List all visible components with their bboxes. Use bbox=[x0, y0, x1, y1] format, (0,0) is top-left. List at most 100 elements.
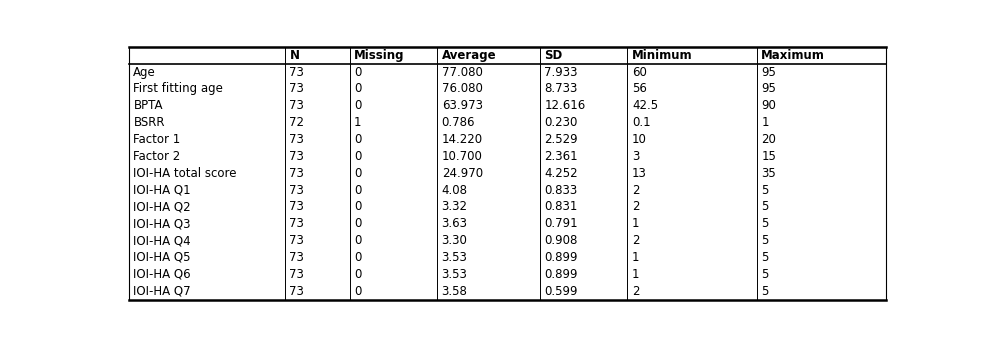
Text: 2: 2 bbox=[631, 183, 639, 196]
Text: 12.616: 12.616 bbox=[544, 99, 585, 112]
Text: BSRR: BSRR bbox=[134, 116, 165, 129]
Text: IOI-HA Q1: IOI-HA Q1 bbox=[134, 183, 191, 196]
Text: 73: 73 bbox=[290, 150, 304, 163]
Text: 3.58: 3.58 bbox=[442, 285, 467, 297]
Text: IOI-HA Q3: IOI-HA Q3 bbox=[134, 217, 191, 230]
Text: 3.63: 3.63 bbox=[442, 217, 467, 230]
Text: 5: 5 bbox=[761, 234, 769, 247]
Text: 42.5: 42.5 bbox=[631, 99, 658, 112]
Text: 7.933: 7.933 bbox=[544, 65, 577, 79]
Text: 0.599: 0.599 bbox=[544, 285, 577, 297]
Text: 0.1: 0.1 bbox=[631, 116, 650, 129]
Text: 5: 5 bbox=[761, 183, 769, 196]
Text: IOI-HA Q2: IOI-HA Q2 bbox=[134, 200, 191, 214]
Text: 13: 13 bbox=[631, 167, 647, 180]
Text: 10.700: 10.700 bbox=[442, 150, 482, 163]
Text: 73: 73 bbox=[290, 217, 304, 230]
Text: 3.53: 3.53 bbox=[442, 268, 467, 281]
Text: 15: 15 bbox=[761, 150, 776, 163]
Text: 90: 90 bbox=[761, 99, 776, 112]
Text: 2: 2 bbox=[631, 285, 639, 297]
Text: IOI-HA total score: IOI-HA total score bbox=[134, 167, 237, 180]
Text: SD: SD bbox=[544, 49, 563, 62]
Text: 14.220: 14.220 bbox=[442, 133, 483, 146]
Text: 0.230: 0.230 bbox=[544, 116, 577, 129]
Text: 2: 2 bbox=[631, 234, 639, 247]
Text: Age: Age bbox=[134, 65, 156, 79]
Text: Minimum: Minimum bbox=[631, 49, 692, 62]
Text: 4.08: 4.08 bbox=[442, 183, 467, 196]
Text: 10: 10 bbox=[631, 133, 647, 146]
Text: 2.361: 2.361 bbox=[544, 150, 578, 163]
Text: 95: 95 bbox=[761, 65, 776, 79]
Text: 2: 2 bbox=[631, 200, 639, 214]
Text: First fitting age: First fitting age bbox=[134, 83, 223, 96]
Text: 0: 0 bbox=[355, 83, 361, 96]
Text: 35: 35 bbox=[761, 167, 776, 180]
Text: 0: 0 bbox=[355, 251, 361, 264]
Text: Factor 2: Factor 2 bbox=[134, 150, 181, 163]
Text: 0.791: 0.791 bbox=[544, 217, 578, 230]
Text: 73: 73 bbox=[290, 65, 304, 79]
Text: 0.908: 0.908 bbox=[544, 234, 577, 247]
Text: 63.973: 63.973 bbox=[442, 99, 482, 112]
Text: 5: 5 bbox=[761, 251, 769, 264]
Text: 76.080: 76.080 bbox=[442, 83, 482, 96]
Text: 73: 73 bbox=[290, 99, 304, 112]
Text: 0: 0 bbox=[355, 183, 361, 196]
Text: 3.32: 3.32 bbox=[442, 200, 467, 214]
Text: 77.080: 77.080 bbox=[442, 65, 482, 79]
Text: 1: 1 bbox=[631, 217, 639, 230]
Text: 0: 0 bbox=[355, 285, 361, 297]
Text: 73: 73 bbox=[290, 167, 304, 180]
Text: 73: 73 bbox=[290, 183, 304, 196]
Text: 5: 5 bbox=[761, 200, 769, 214]
Text: 0: 0 bbox=[355, 268, 361, 281]
Text: Factor 1: Factor 1 bbox=[134, 133, 181, 146]
Text: IOI-HA Q4: IOI-HA Q4 bbox=[134, 234, 191, 247]
Text: 20: 20 bbox=[761, 133, 776, 146]
Text: 3.53: 3.53 bbox=[442, 251, 467, 264]
Text: 3.30: 3.30 bbox=[442, 234, 467, 247]
Text: 60: 60 bbox=[631, 65, 647, 79]
Text: 0: 0 bbox=[355, 234, 361, 247]
Text: 73: 73 bbox=[290, 234, 304, 247]
Text: 1: 1 bbox=[631, 251, 639, 264]
Text: 0: 0 bbox=[355, 150, 361, 163]
Text: 73: 73 bbox=[290, 83, 304, 96]
Text: 4.252: 4.252 bbox=[544, 167, 578, 180]
Text: 0: 0 bbox=[355, 217, 361, 230]
Text: 0: 0 bbox=[355, 133, 361, 146]
Text: 73: 73 bbox=[290, 200, 304, 214]
Text: IOI-HA Q7: IOI-HA Q7 bbox=[134, 285, 191, 297]
Text: 0: 0 bbox=[355, 200, 361, 214]
Text: 1: 1 bbox=[631, 268, 639, 281]
Text: 0.786: 0.786 bbox=[442, 116, 475, 129]
Text: 56: 56 bbox=[631, 83, 647, 96]
Text: 5: 5 bbox=[761, 285, 769, 297]
Text: Missing: Missing bbox=[355, 49, 405, 62]
Text: 0.899: 0.899 bbox=[544, 268, 577, 281]
Text: 2.529: 2.529 bbox=[544, 133, 578, 146]
Text: 1: 1 bbox=[355, 116, 361, 129]
Text: 73: 73 bbox=[290, 133, 304, 146]
Text: 72: 72 bbox=[290, 116, 304, 129]
Text: Average: Average bbox=[442, 49, 496, 62]
Text: 3: 3 bbox=[631, 150, 639, 163]
Text: 5: 5 bbox=[761, 217, 769, 230]
Text: IOI-HA Q6: IOI-HA Q6 bbox=[134, 268, 191, 281]
Text: 0: 0 bbox=[355, 65, 361, 79]
Text: 1: 1 bbox=[761, 116, 769, 129]
Text: 24.970: 24.970 bbox=[442, 167, 483, 180]
Text: BPTA: BPTA bbox=[134, 99, 163, 112]
Text: 5: 5 bbox=[761, 268, 769, 281]
Text: 0.831: 0.831 bbox=[544, 200, 577, 214]
Text: 95: 95 bbox=[761, 83, 776, 96]
Text: 73: 73 bbox=[290, 251, 304, 264]
Text: 0.899: 0.899 bbox=[544, 251, 577, 264]
Text: 73: 73 bbox=[290, 285, 304, 297]
Text: Maximum: Maximum bbox=[761, 49, 825, 62]
Text: 73: 73 bbox=[290, 268, 304, 281]
Text: IOI-HA Q5: IOI-HA Q5 bbox=[134, 251, 191, 264]
Text: 8.733: 8.733 bbox=[544, 83, 577, 96]
